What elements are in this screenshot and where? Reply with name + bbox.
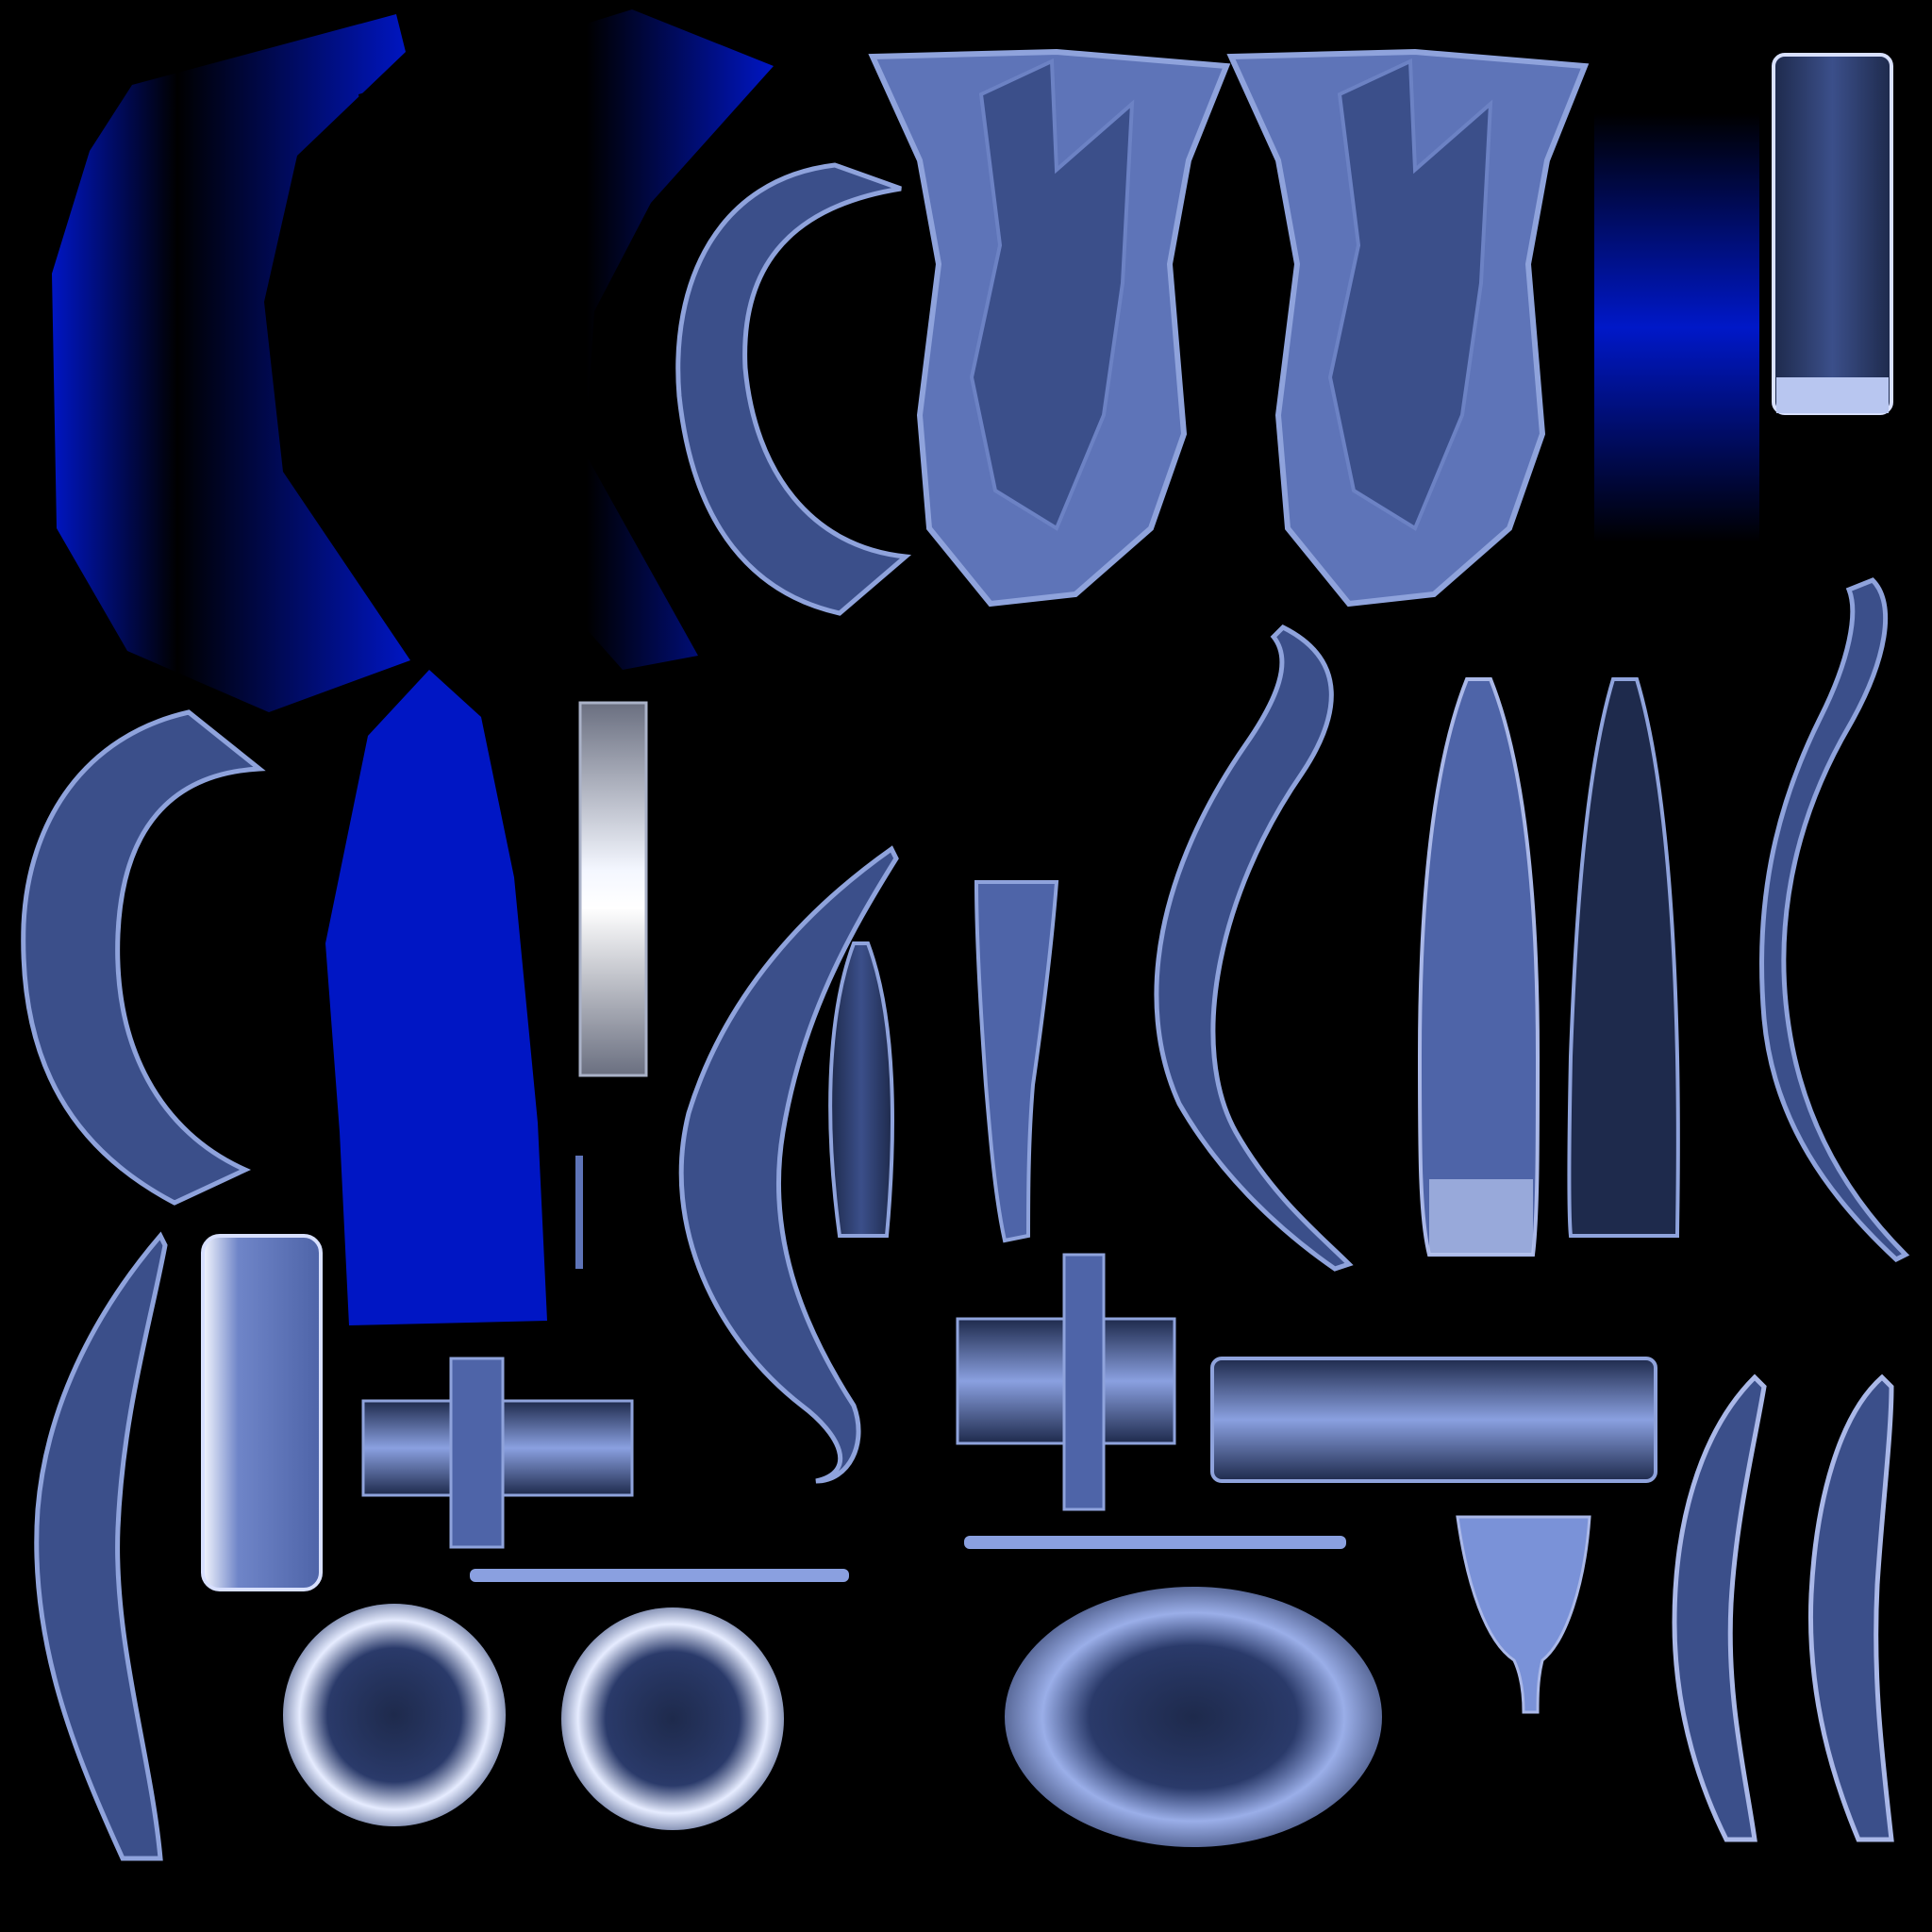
thin-line [470, 1156, 1346, 1582]
shield-plate-left [868, 48, 1231, 608]
shield-plate-right [1226, 48, 1590, 608]
crescent-guard-upper [675, 162, 912, 616]
bar-piece [201, 1234, 323, 1591]
white-bar-piece [578, 701, 648, 1077]
ring-piece [561, 1607, 784, 1830]
crescent-guard-lower [21, 709, 266, 1206]
tapered-piece [974, 880, 1059, 1243]
bar-piece [1772, 53, 1893, 415]
cloth-panel-right [358, 9, 774, 670]
cross-piece [361, 1357, 634, 1549]
curved-blade [1672, 1374, 1767, 1842]
cloth-panel-left [52, 14, 410, 712]
tapered-piece [828, 941, 894, 1238]
oval-piece [1005, 1587, 1382, 1847]
tapered-piece [1567, 677, 1680, 1238]
curved-blade [1807, 1374, 1894, 1842]
ring-piece [283, 1604, 506, 1826]
curved-blade [1154, 624, 1354, 1272]
curved-blade [678, 845, 899, 1484]
curved-blade [34, 1231, 168, 1861]
long-bar [1210, 1357, 1657, 1483]
tapered-piece [1417, 677, 1541, 1257]
gradient-strip [1594, 113, 1759, 542]
curved-blade [1759, 577, 1910, 1263]
cross-piece [956, 1253, 1176, 1511]
cup-piece [1456, 1515, 1591, 1714]
cloth-panel-lower [325, 670, 547, 1325]
